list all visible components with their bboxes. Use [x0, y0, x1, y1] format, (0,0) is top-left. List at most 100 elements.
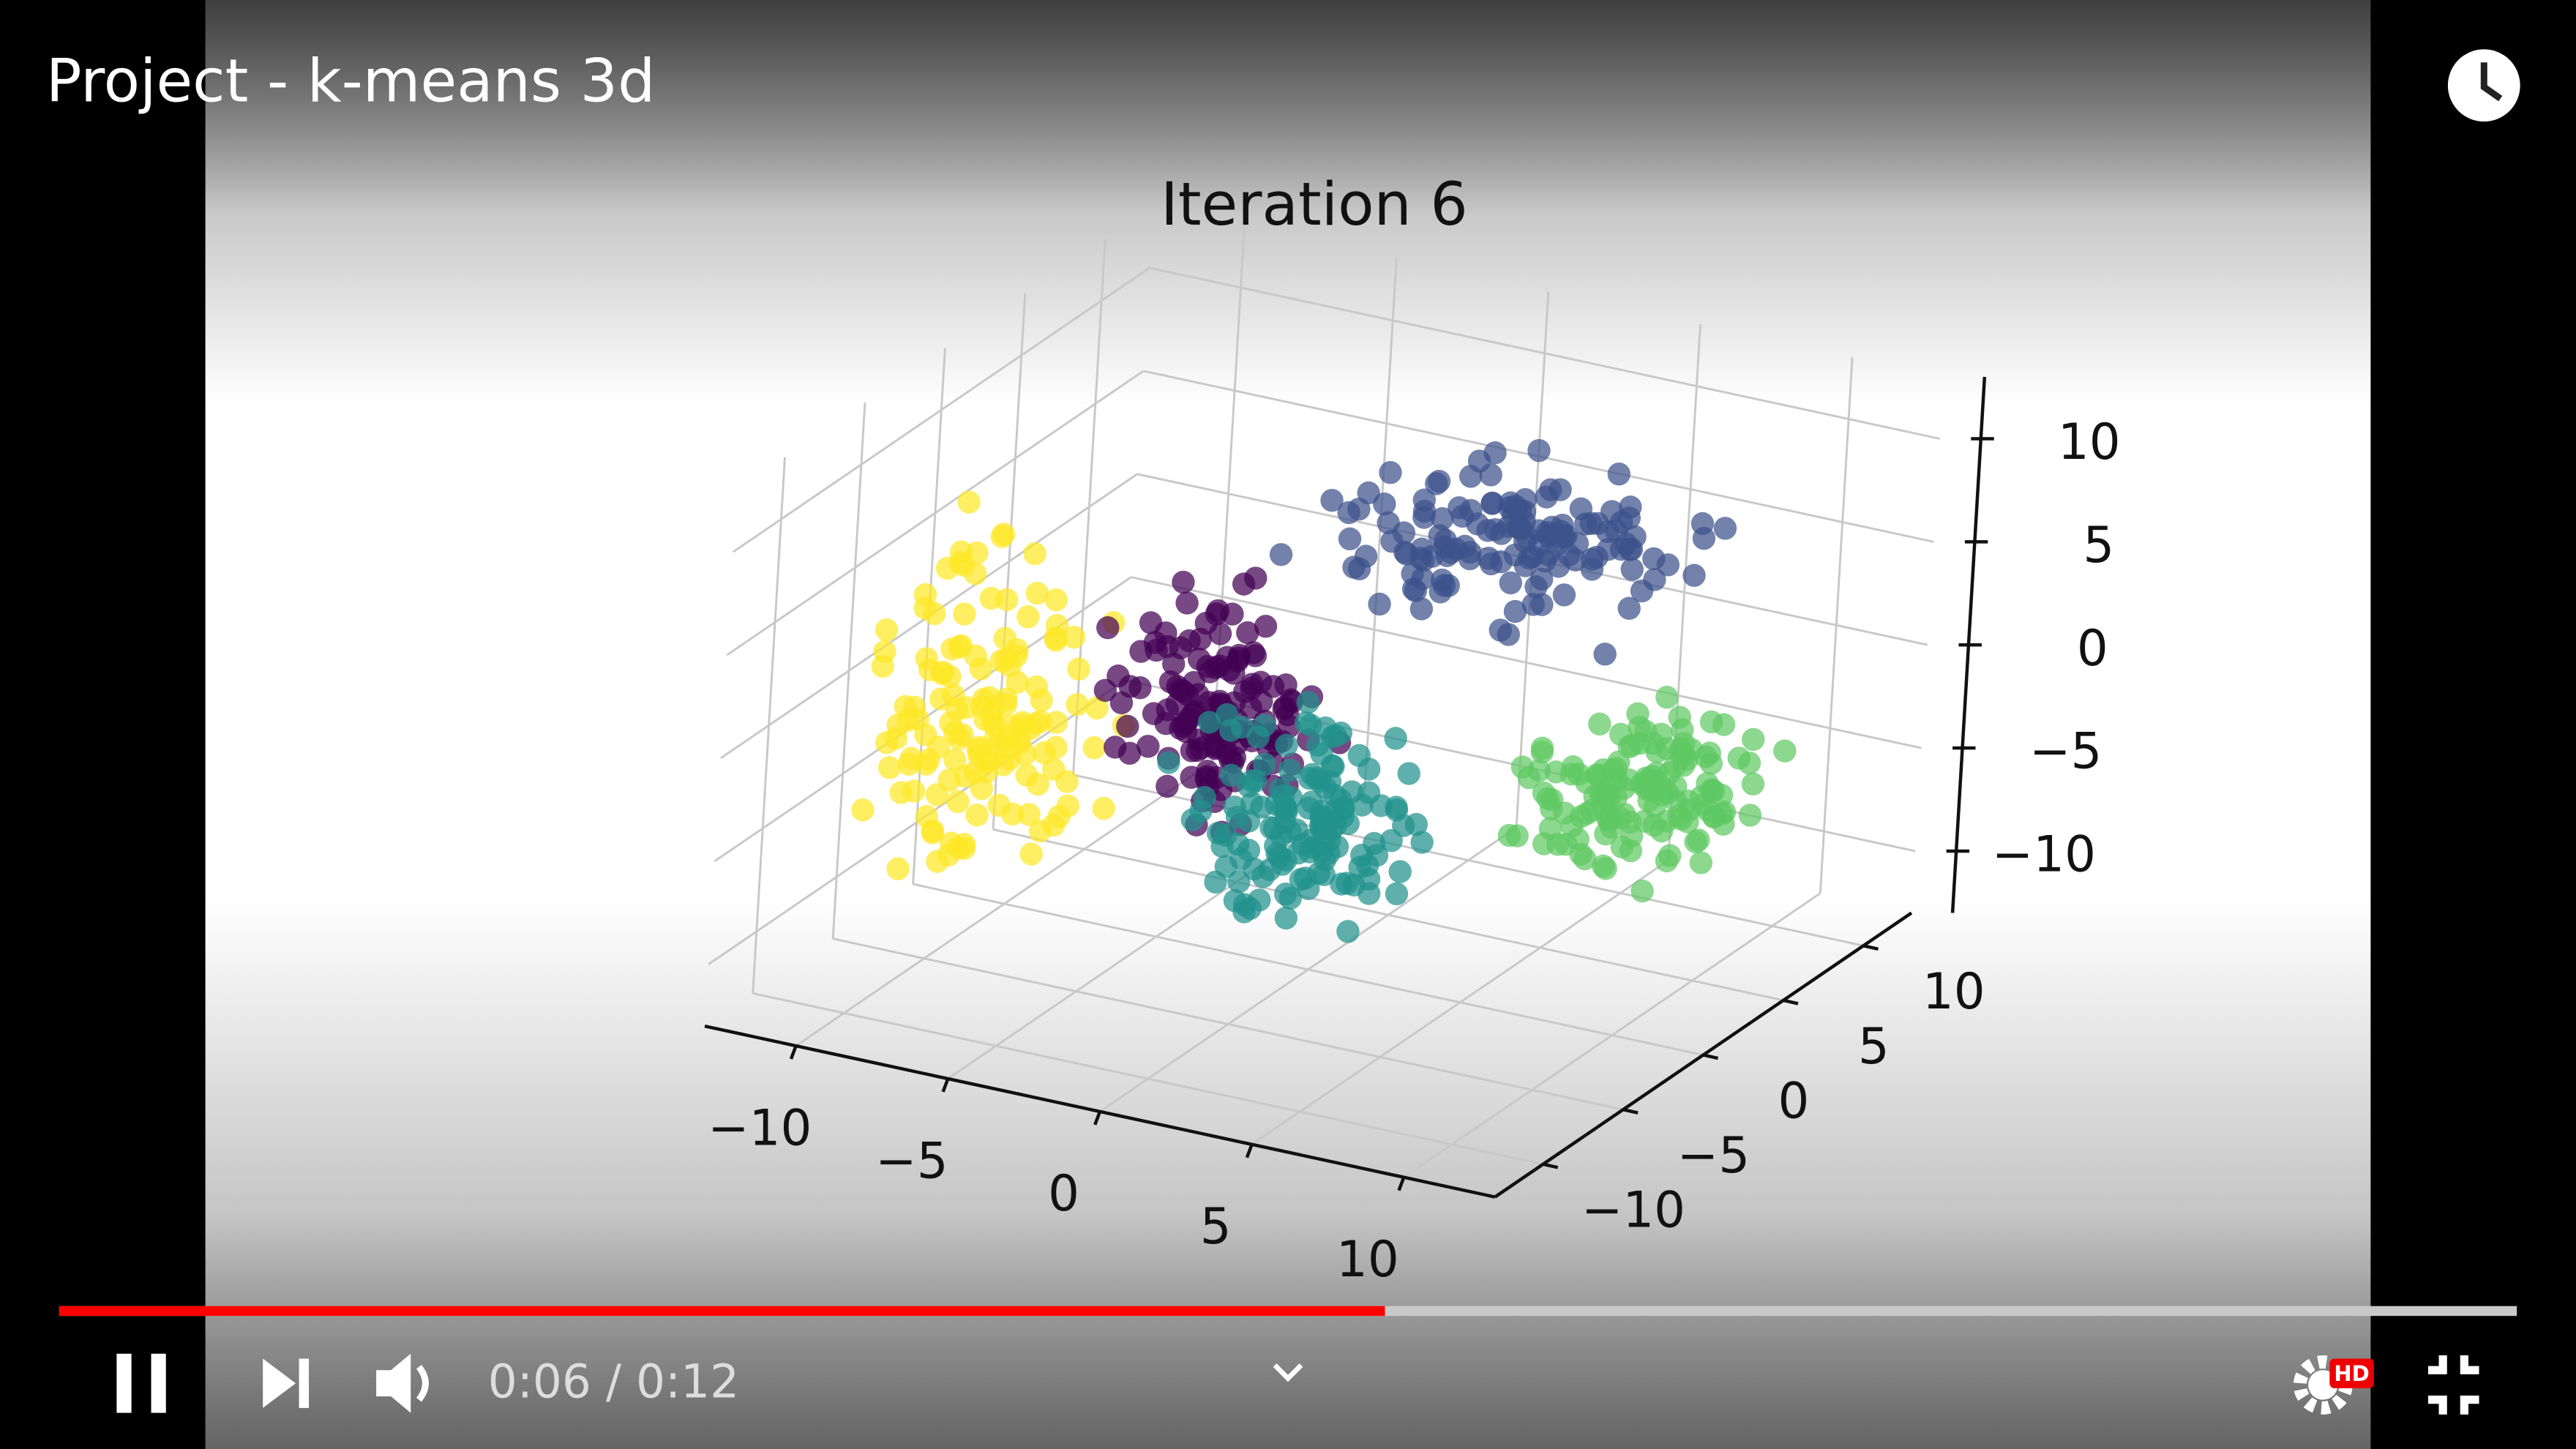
- scatter-point: [1583, 785, 1606, 808]
- scatter-point: [1025, 581, 1049, 605]
- scatter-point: [1384, 727, 1407, 750]
- scatter-point: [1431, 507, 1454, 531]
- scatter-point: [942, 684, 965, 707]
- scatter-point: [899, 746, 923, 770]
- scatter-point: [1158, 670, 1183, 694]
- scatter-point: [948, 550, 972, 574]
- scatter-point: [1357, 481, 1380, 505]
- scatter-point: [1634, 719, 1658, 743]
- scatter-point: [1137, 735, 1160, 758]
- settings-button[interactable]: HD: [2293, 1355, 2374, 1415]
- y-tick-label: 10: [1922, 962, 1985, 1020]
- speaker-icon: [376, 1353, 411, 1413]
- scatter-point: [1642, 547, 1666, 571]
- clock-hands: [2480, 62, 2503, 102]
- scatter-point: [1175, 591, 1199, 615]
- scatter-point: [1254, 615, 1278, 638]
- grid-line: [992, 828, 1784, 1002]
- scatter-point: [1699, 752, 1723, 775]
- scatter-point: [1388, 860, 1412, 883]
- tick-mark: [1622, 1108, 1639, 1115]
- scatter-point: [970, 776, 994, 801]
- grid-line: [913, 883, 1704, 1056]
- tick-mark: [941, 1078, 950, 1093]
- scatter-point: [1197, 711, 1221, 734]
- pause-button[interactable]: [116, 1353, 166, 1413]
- scatter-point: [1171, 714, 1195, 738]
- scatter-point: [1096, 615, 1120, 640]
- scatter-point: [1291, 833, 1314, 856]
- scatter-point: [965, 541, 989, 565]
- scatter-point: [1480, 492, 1504, 515]
- scatter-point: [997, 724, 1021, 748]
- grid-line: [832, 937, 1624, 1111]
- scatter-point: [1609, 806, 1632, 830]
- scatter-point: [1737, 751, 1761, 775]
- scatter-point: [1347, 744, 1371, 768]
- scatter-point: [1510, 517, 1533, 541]
- scatter-point: [987, 793, 1011, 817]
- scatter-point: [1655, 686, 1679, 709]
- scatter-point: [1530, 740, 1554, 764]
- scatter-point: [1689, 851, 1713, 875]
- watch-later-button[interactable]: [2447, 49, 2520, 122]
- tick-mark: [1093, 1111, 1102, 1126]
- scatter-point: [1340, 780, 1364, 804]
- scatter-point: [1607, 463, 1630, 486]
- scatter-point: [957, 490, 981, 514]
- bottom-shade: [0, 1216, 2576, 1449]
- scatter-point: [1116, 714, 1139, 738]
- corner: [2427, 1355, 2447, 1374]
- scatter-point: [1067, 657, 1090, 681]
- scatter-point: [1033, 741, 1056, 765]
- scatter-point: [926, 850, 949, 873]
- scatter-point: [1312, 863, 1336, 886]
- scatter-point: [1062, 625, 1086, 649]
- volume-button[interactable]: [376, 1353, 429, 1413]
- scatter-point: [1566, 828, 1590, 851]
- scatter-point: [1521, 593, 1545, 616]
- scatter-point: [1527, 438, 1551, 463]
- scatter-point: [1157, 751, 1180, 774]
- scatter-point: [1620, 733, 1644, 757]
- scatter-point: [913, 583, 937, 607]
- tick-mark: [1862, 944, 1879, 951]
- scatter-point: [1275, 733, 1298, 757]
- x-tick-label: 0: [1048, 1164, 1079, 1222]
- scatter-point: [1626, 702, 1650, 726]
- scatter-point: [1308, 770, 1331, 793]
- scatter-point: [1169, 636, 1193, 659]
- scatter-point: [1030, 689, 1053, 712]
- scatter-point: [1156, 698, 1180, 722]
- scatter-point: [1483, 518, 1507, 542]
- scatter-point: [1219, 763, 1243, 787]
- x-tick-label: −5: [875, 1131, 948, 1189]
- scatter-point: [1337, 501, 1360, 525]
- hd-label: HD: [2334, 1361, 2370, 1386]
- scatter-point: [1322, 755, 1345, 779]
- scatter-point: [1692, 526, 1716, 550]
- scatter-point: [1669, 807, 1693, 831]
- scatter-point: [1658, 844, 1682, 867]
- scatter-point: [1773, 739, 1797, 763]
- scatter-point: [1552, 583, 1576, 607]
- scatter-point: [886, 857, 910, 880]
- scatter-point: [1208, 622, 1232, 645]
- exit-fullscreen-button[interactable]: [2427, 1355, 2479, 1415]
- scatter-point: [1410, 537, 1434, 561]
- scatter-point: [1318, 828, 1341, 852]
- scatter-point: [1503, 599, 1527, 624]
- scatter-point: [873, 640, 896, 664]
- tick-mark: [1245, 1144, 1254, 1158]
- scatter-point: [1505, 824, 1529, 847]
- scatter-point: [1643, 568, 1666, 591]
- chevron[interactable]: [1273, 1363, 1303, 1382]
- video-title[interactable]: Project - k-means 3d: [46, 48, 656, 116]
- scatter-point: [1741, 772, 1765, 796]
- scatter-point: [1172, 570, 1195, 594]
- scatter-point: [1092, 796, 1115, 820]
- next-button[interactable]: [263, 1358, 310, 1408]
- grid-line: [732, 266, 1150, 553]
- scatter-point: [1579, 512, 1603, 536]
